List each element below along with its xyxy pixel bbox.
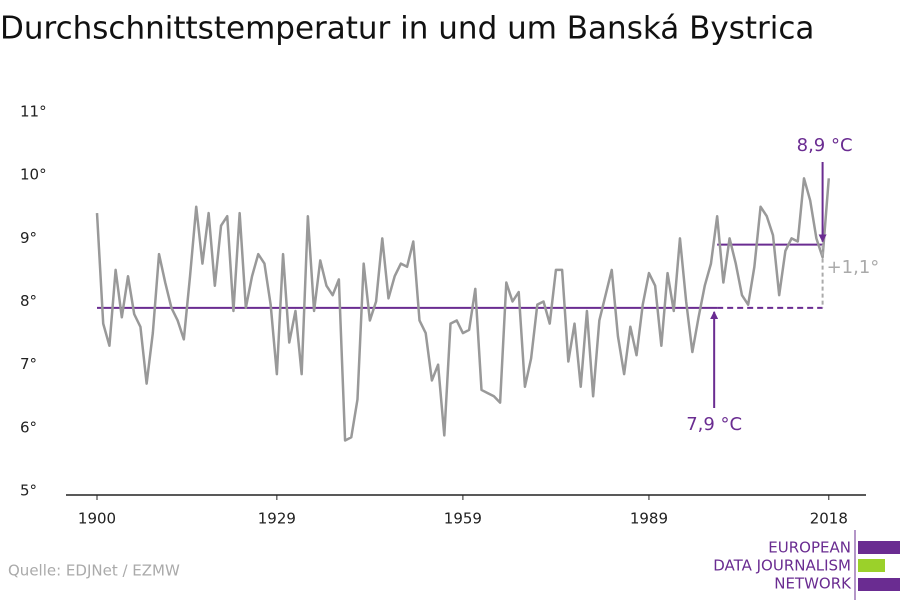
logo-text: DATA JOURNALISM — [713, 557, 851, 575]
y-tick-label: 8° — [20, 292, 37, 310]
x-tick-label: 2018 — [810, 510, 848, 528]
x-tick-label: 1929 — [258, 510, 296, 528]
y-tick-label: 11° — [20, 103, 47, 121]
y-tick-label: 5° — [20, 482, 37, 500]
annotation: 8,9 °C — [797, 135, 853, 156]
annotation: +1,1° — [827, 257, 880, 278]
logo-bar — [858, 559, 885, 572]
x-tick-label: 1989 — [630, 510, 668, 528]
y-tick-label: 10° — [20, 166, 47, 184]
y-tick-label: 9° — [20, 229, 37, 247]
logo-bar — [858, 541, 900, 554]
logo-text: NETWORK — [774, 575, 852, 593]
logo-bar — [858, 578, 900, 591]
annotation: 7,9 °C — [686, 414, 742, 435]
data-line — [95, 177, 831, 442]
x-tick-label: 1900 — [78, 510, 116, 528]
y-tick-label: 6° — [20, 418, 37, 436]
y-tick-label: 7° — [20, 355, 37, 373]
chart-title: Durchschnittstemperatur in und um Banská… — [0, 11, 814, 47]
x-tick-label: 1959 — [444, 510, 482, 528]
source: Quelle: EDJNet / EZMW — [8, 562, 180, 580]
logo-text: EUROPEAN — [768, 539, 851, 557]
